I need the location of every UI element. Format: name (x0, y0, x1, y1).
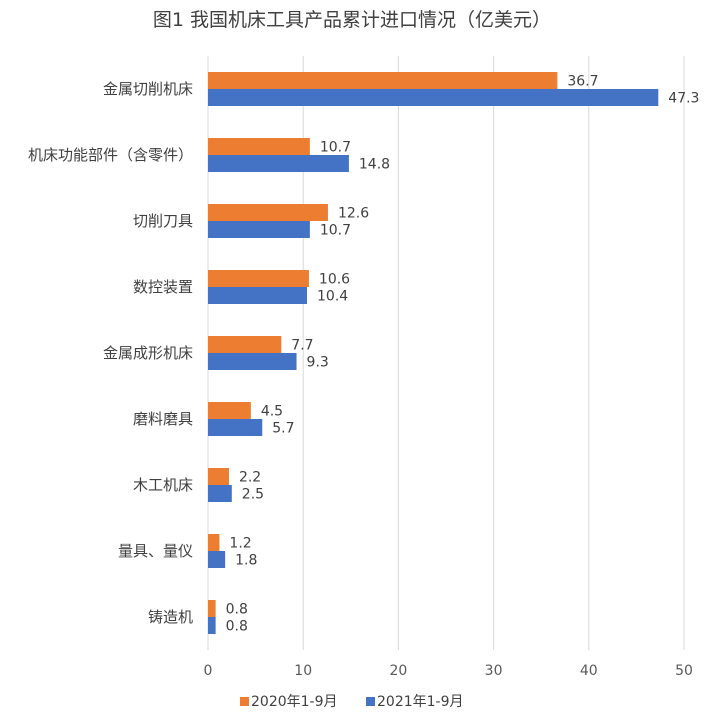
data-label: 1.8 (235, 553, 257, 569)
category-label: 木工机床 (133, 476, 193, 494)
category-label: 金属切削机床 (103, 80, 193, 98)
data-label: 10.4 (317, 289, 348, 305)
category-label: 金属成形机床 (103, 344, 193, 362)
bar-series-2 (208, 419, 263, 436)
x-tick-label: 30 (485, 663, 503, 679)
bar-series-2 (208, 617, 216, 634)
data-label: 4.5 (261, 404, 283, 420)
bar-series-2 (208, 551, 226, 568)
category-label: 量具、量仪 (118, 542, 193, 560)
legend-swatch-1 (240, 697, 249, 706)
data-label: 0.8 (226, 602, 248, 618)
legend-label-1: 2020年1-9月 (251, 694, 338, 710)
x-tick-label: 40 (580, 663, 598, 679)
data-label: 10.7 (320, 140, 351, 156)
bar-series-1 (208, 600, 216, 617)
bar-series-2 (208, 287, 308, 304)
bar-series-1 (208, 138, 310, 155)
x-tick-label: 0 (204, 663, 213, 679)
category-label: 切削刀具 (133, 212, 193, 230)
bar-series-1 (208, 336, 282, 353)
data-label: 9.3 (307, 355, 329, 371)
legend-swatch-2 (366, 697, 375, 706)
data-label: 7.7 (291, 338, 313, 354)
data-label: 12.6 (338, 206, 369, 222)
data-label: 2.5 (242, 487, 264, 503)
bar-series-1 (208, 204, 328, 221)
category-label: 磨料磨具 (133, 410, 193, 428)
bar-series-2 (208, 485, 232, 502)
bar-series-1 (208, 72, 558, 89)
data-label: 0.8 (226, 619, 248, 635)
x-tick-label: 20 (389, 663, 407, 679)
data-label: 14.8 (359, 157, 390, 173)
data-label: 10.7 (320, 223, 351, 239)
data-label: 2.2 (239, 470, 261, 486)
data-label: 36.7 (567, 74, 598, 90)
bars: 36.747.310.714.812.610.710.610.47.79.34.… (208, 72, 699, 635)
data-label: 5.7 (272, 421, 294, 437)
x-tick-label: 10 (294, 663, 312, 679)
data-label: 10.6 (319, 272, 350, 288)
legend-label-2: 2021年1-9月 (377, 694, 464, 710)
bar-series-2 (208, 221, 310, 238)
category-label: 铸造机 (148, 608, 193, 626)
bar-series-2 (208, 89, 659, 106)
data-label: 47.3 (668, 91, 699, 107)
bar-series-1 (208, 402, 251, 419)
data-label: 1.2 (229, 536, 251, 552)
bar-series-2 (208, 155, 349, 172)
bar-series-1 (208, 270, 309, 287)
legend: 2020年1-9月 2021年1-9月 (240, 694, 464, 710)
bar-series-1 (208, 468, 229, 485)
bar-series-1 (208, 534, 220, 551)
category-label: 机床功能部件（含零件） (28, 146, 193, 164)
x-tick-label: 50 (675, 663, 693, 679)
bar-series-2 (208, 353, 297, 370)
category-label: 数控装置 (133, 278, 193, 296)
x-tick-labels: 0 10 20 30 40 50 (204, 663, 693, 679)
chart-title: 图1 我国机床工具产品累计进口情况（亿美元） (153, 9, 551, 31)
